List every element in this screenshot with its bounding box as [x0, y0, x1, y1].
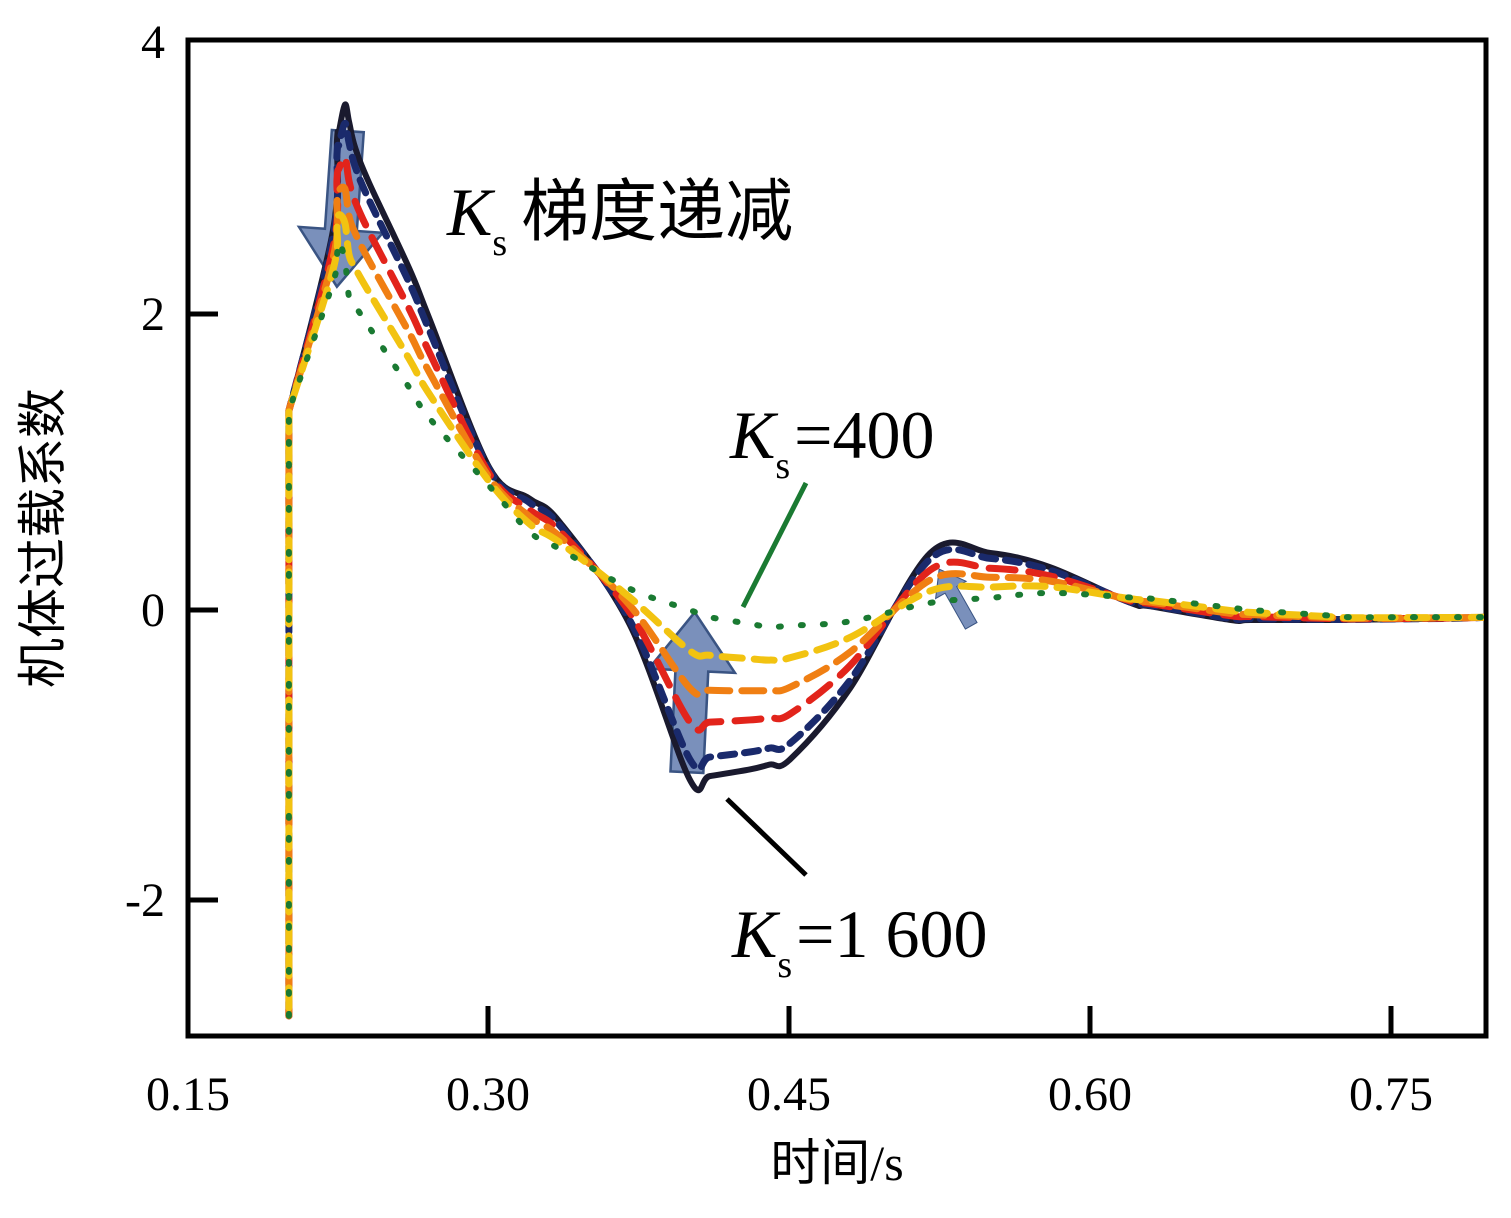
svg-text:时间/s: 时间/s [770, 1135, 903, 1191]
svg-text:机体过载系数: 机体过载系数 [15, 388, 71, 688]
svg-text:4: 4 [141, 16, 165, 69]
svg-text:Ks=1 600: Ks=1 600 [731, 896, 988, 986]
svg-text:2: 2 [141, 288, 165, 341]
svg-text:0.75: 0.75 [1349, 1068, 1433, 1121]
svg-text:0.60: 0.60 [1048, 1068, 1132, 1121]
svg-text:0.15: 0.15 [146, 1068, 230, 1121]
svg-text:0.45: 0.45 [747, 1068, 831, 1121]
svg-text:0.30: 0.30 [446, 1068, 530, 1121]
svg-text:0: 0 [141, 584, 165, 637]
svg-text:-2: -2 [125, 874, 165, 927]
svg-text:Ks=400: Ks=400 [729, 397, 935, 487]
